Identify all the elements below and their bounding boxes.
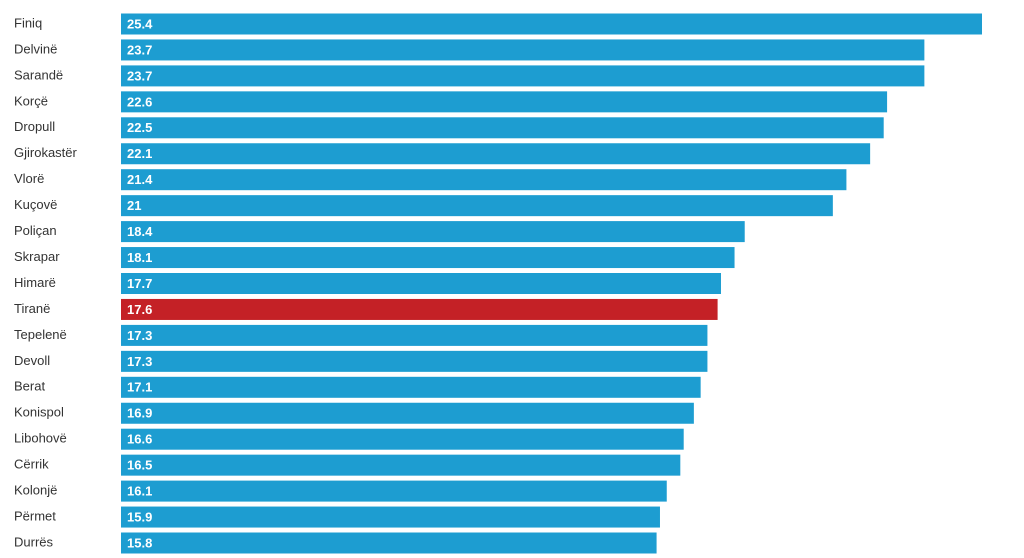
bar: [121, 350, 708, 372]
value-label: 23.7: [127, 68, 152, 83]
bar: [121, 143, 871, 165]
bar: [121, 221, 745, 243]
category-label: Vlorë: [14, 171, 44, 186]
value-label: 16.5: [127, 458, 152, 473]
category-label: Himarë: [14, 275, 56, 290]
category-label: Tiranë: [14, 301, 50, 316]
value-label: 16.1: [127, 484, 152, 499]
value-label: 17.1: [127, 380, 152, 395]
bar: [121, 65, 925, 87]
bar: [121, 324, 708, 346]
category-label: Skrapar: [14, 249, 60, 264]
value-label: 22.5: [127, 120, 152, 135]
category-label: Devoll: [14, 353, 50, 368]
category-label: Finiq: [14, 15, 42, 30]
value-label: 17.3: [127, 354, 152, 369]
category-label: Kuçovë: [14, 197, 57, 212]
category-label: Berat: [14, 379, 45, 394]
value-label: 16.9: [127, 406, 152, 421]
category-label: Korçë: [14, 93, 48, 108]
category-label: Durrës: [14, 534, 54, 549]
bar: [121, 169, 847, 191]
bar: [121, 532, 657, 554]
value-label: 21: [127, 198, 141, 213]
bar: [121, 506, 660, 528]
value-label: 16.6: [127, 432, 152, 447]
bar: [121, 247, 735, 269]
category-label: Libohovë: [14, 431, 67, 446]
bar: [121, 91, 888, 113]
bar: [121, 428, 684, 450]
value-label: 17.6: [127, 302, 152, 317]
bar: [121, 117, 884, 139]
value-label: 22.1: [127, 146, 152, 161]
bar: [121, 13, 982, 35]
value-label: 18.4: [127, 224, 153, 239]
value-label: 21.4: [127, 172, 153, 187]
category-label: Delvinë: [14, 41, 57, 56]
value-label: 15.8: [127, 535, 152, 550]
category-label: Cërrik: [14, 457, 49, 472]
bar: [121, 39, 925, 61]
value-label: 15.9: [127, 509, 152, 524]
value-label: 25.4: [127, 16, 153, 31]
value-label: 22.6: [127, 94, 152, 109]
bar: [121, 454, 681, 476]
category-label: Sarandë: [14, 67, 63, 82]
bar: [121, 273, 721, 294]
value-label: 17.3: [127, 328, 152, 343]
value-label: 17.7: [127, 276, 152, 291]
bar: [121, 376, 701, 398]
bar: [121, 298, 718, 320]
bar: [121, 402, 694, 424]
value-label: 18.1: [127, 250, 152, 265]
category-label: Poliçan: [14, 223, 57, 238]
category-label: Konispol: [14, 405, 64, 420]
value-label: 23.7: [127, 42, 152, 57]
bar: [121, 195, 833, 217]
category-label: Kolonjë: [14, 483, 57, 498]
category-label: Tepelenë: [14, 327, 67, 342]
category-label: Dropull: [14, 119, 55, 134]
category-label: Gjirokastër: [14, 145, 78, 160]
category-label: Përmet: [14, 508, 56, 523]
bar: [121, 480, 667, 502]
